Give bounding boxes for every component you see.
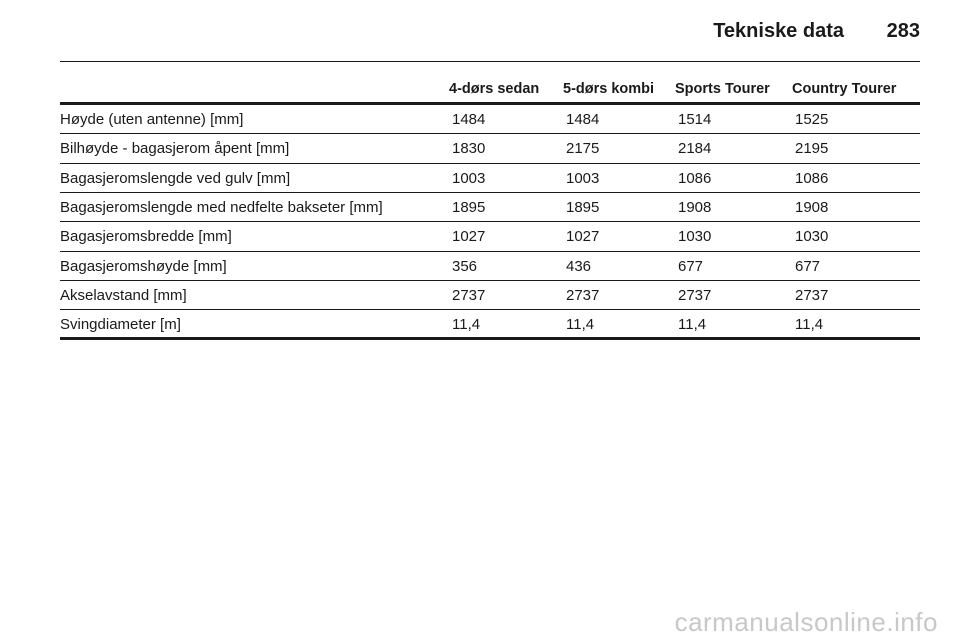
table-bottom-rule bbox=[60, 337, 920, 341]
row-rule bbox=[60, 309, 920, 311]
table-cell: 1514 bbox=[678, 111, 712, 128]
table-cell: 1027 bbox=[566, 228, 600, 246]
column-header: 4-dørs sedan bbox=[449, 81, 540, 97]
table-cell: 1830 bbox=[452, 140, 486, 158]
row-rule bbox=[60, 221, 920, 223]
table-cell: 1484 bbox=[566, 111, 600, 128]
table-cell: 1003 bbox=[452, 169, 486, 187]
table-cell: 1895 bbox=[566, 198, 600, 216]
table-cell: 1484 bbox=[452, 111, 486, 128]
table-cell: 11,4 bbox=[452, 316, 481, 334]
table-cell: 1525 bbox=[795, 111, 829, 128]
row-label: Svingdiameter [m] bbox=[60, 316, 181, 334]
table-cell: 1027 bbox=[452, 228, 486, 246]
header-rule bbox=[60, 61, 920, 62]
row-rule bbox=[60, 250, 920, 252]
column-header: Country Tourer bbox=[792, 81, 897, 97]
table-cell: 1030 bbox=[795, 228, 829, 246]
row-label: Høyde (uten antenne) [mm] bbox=[60, 111, 244, 128]
table-cell: 2175 bbox=[566, 140, 600, 158]
row-rule bbox=[60, 162, 920, 164]
table-cell: 2184 bbox=[678, 140, 712, 158]
page-number: 283 bbox=[886, 20, 920, 42]
table-cell: 1030 bbox=[678, 228, 712, 246]
column-header: Sports Tourer bbox=[675, 81, 770, 97]
table-cell: 2737 bbox=[566, 286, 600, 304]
row-label: Bagasjeromshøyde [mm] bbox=[60, 257, 227, 275]
table-cell: 1086 bbox=[795, 169, 829, 187]
table-cell: 677 bbox=[795, 257, 821, 275]
row-label: Akselavstand [mm] bbox=[60, 286, 187, 304]
column-header: 5-dørs kombi bbox=[563, 81, 655, 97]
row-label: Bilhøyde - bagasjerom åpent [mm] bbox=[60, 140, 290, 158]
table-cell: 436 bbox=[566, 257, 592, 275]
table-cell: 2737 bbox=[795, 286, 829, 304]
table-cell: 356 bbox=[452, 257, 478, 275]
table-cell: 11,4 bbox=[566, 316, 595, 334]
watermark: carmanualsonline.info bbox=[674, 607, 938, 637]
page-title: Tekniske data bbox=[713, 20, 844, 42]
table-top-rule bbox=[60, 102, 920, 105]
row-label: Bagasjeromslengde med nedfelte bakseter … bbox=[60, 198, 383, 216]
row-rule bbox=[60, 279, 920, 281]
table-cell: 2195 bbox=[795, 140, 829, 158]
table-cell: 2737 bbox=[678, 286, 712, 304]
table-cell: 1908 bbox=[678, 198, 712, 216]
row-label: Bagasjeromsbredde [mm] bbox=[60, 228, 232, 246]
table-cell: 1908 bbox=[795, 198, 829, 216]
table-cell: 1895 bbox=[452, 198, 486, 216]
table-cell: 1086 bbox=[678, 169, 712, 187]
table-cell: 1003 bbox=[566, 169, 600, 187]
table-cell: 11,4 bbox=[795, 316, 824, 334]
table-cell: 677 bbox=[678, 257, 704, 275]
table-cell: 2737 bbox=[452, 286, 486, 304]
table-cell: 11,4 bbox=[678, 316, 707, 334]
row-label: Bagasjeromslengde ved gulv [mm] bbox=[60, 169, 291, 187]
row-rule bbox=[60, 133, 920, 135]
row-rule bbox=[60, 191, 920, 193]
